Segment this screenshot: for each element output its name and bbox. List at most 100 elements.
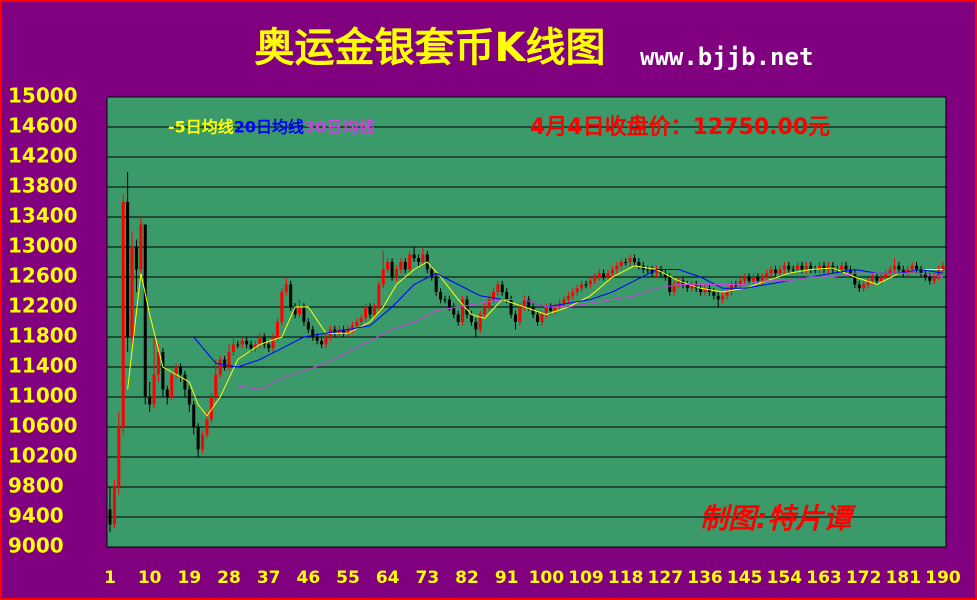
legend-entry: 30日均线 [304,118,374,137]
candle-body [901,269,905,274]
candle-body [439,292,443,300]
candle-body [690,284,694,289]
candle-body [522,299,526,307]
candle-body [183,374,187,390]
candle-body [602,273,606,277]
x-tick-label: 136 [687,568,723,588]
x-tick-label: 1 [104,568,116,588]
annotation: 4月4日收盘价：12750.00元 [530,114,830,140]
candle-body [236,344,240,346]
candle-body [192,404,196,427]
candle-body [364,307,368,319]
candle-body [760,277,764,281]
candle-body [513,314,517,322]
candle-body [721,295,725,300]
candle-body [483,307,487,315]
candle-body [112,487,116,525]
x-tick-label: 172 [846,568,882,588]
candle-body [536,314,540,322]
candle-body [306,322,310,330]
y-tick-label: 10200 [8,444,78,468]
candle-body [165,389,169,397]
x-tick-label: 181 [886,568,922,588]
plot-area [106,96,947,548]
x-tick-label: 10 [138,568,162,588]
candle-body [765,273,769,277]
candle-body [249,344,253,349]
x-tick-label: 163 [806,568,842,588]
candle-body [941,265,945,270]
candle-body [743,277,747,281]
candle-body [201,434,205,450]
candle-body [209,397,213,420]
candle-body [699,288,703,292]
x-tick-label: 64 [376,568,400,588]
y-tick-label: 11000 [8,384,78,408]
candle-body [932,277,936,281]
candle-body [174,367,178,375]
x-tick-label: 19 [177,568,201,588]
candle-body [372,307,376,315]
candle-body [315,337,319,341]
candle-body [421,254,425,262]
candle-body [575,288,579,292]
candle-body [778,269,782,274]
candle-body [791,269,795,271]
candle-body [937,269,941,277]
candle-body [214,374,218,397]
annotation: 制图:特片谭 [700,502,857,535]
candle-body [628,258,632,262]
candle-body [544,307,548,315]
candle-body [302,307,306,322]
candle-body [606,273,610,277]
candle-body [928,277,932,281]
x-tick-label: 37 [257,568,281,588]
candle-body [919,269,923,274]
chart-subtitle: www.bjjb.net [640,43,813,71]
x-tick-label: 109 [568,568,604,588]
candle-body [566,295,570,300]
candle-body [390,262,394,277]
candle-body [615,265,619,270]
candle-body [377,284,381,307]
candle-body [588,280,592,285]
candle-body [187,389,191,405]
y-tick-label: 9400 [8,504,64,528]
candle-body [408,254,412,270]
candle-body [637,262,641,266]
candle-body [130,247,134,337]
candle-body [394,269,398,277]
candle-body [857,284,861,289]
candle-body [289,284,293,307]
candle-body [223,359,227,367]
candle-body [253,344,257,349]
candle-body [787,265,791,270]
candle-body [800,265,804,270]
y-tick-label: 9000 [8,534,64,558]
candle-body [580,284,584,289]
candle-body [782,265,786,270]
candle-body [796,265,800,270]
candle-body [505,292,509,300]
y-tick-label: 12600 [8,264,78,288]
candle-body [121,202,125,427]
x-tick-label: 145 [727,568,763,588]
candle-body [443,299,447,301]
candle-body [809,265,813,270]
candle-body [311,329,315,337]
candle-body [280,292,284,322]
y-tick-label: 11800 [8,324,78,348]
candle-body [412,254,416,259]
candle-body [368,307,372,315]
candle-body [668,277,672,292]
candle-body [355,322,359,326]
candle-body [231,344,235,352]
candle-body [496,284,500,292]
candle-body [870,277,874,281]
candle-body [134,247,138,270]
x-tick-label: 28 [217,568,241,588]
candle-body [619,262,623,266]
candle-body [267,344,271,349]
candle-body [474,322,478,330]
x-tick-label: 100 [529,568,565,588]
